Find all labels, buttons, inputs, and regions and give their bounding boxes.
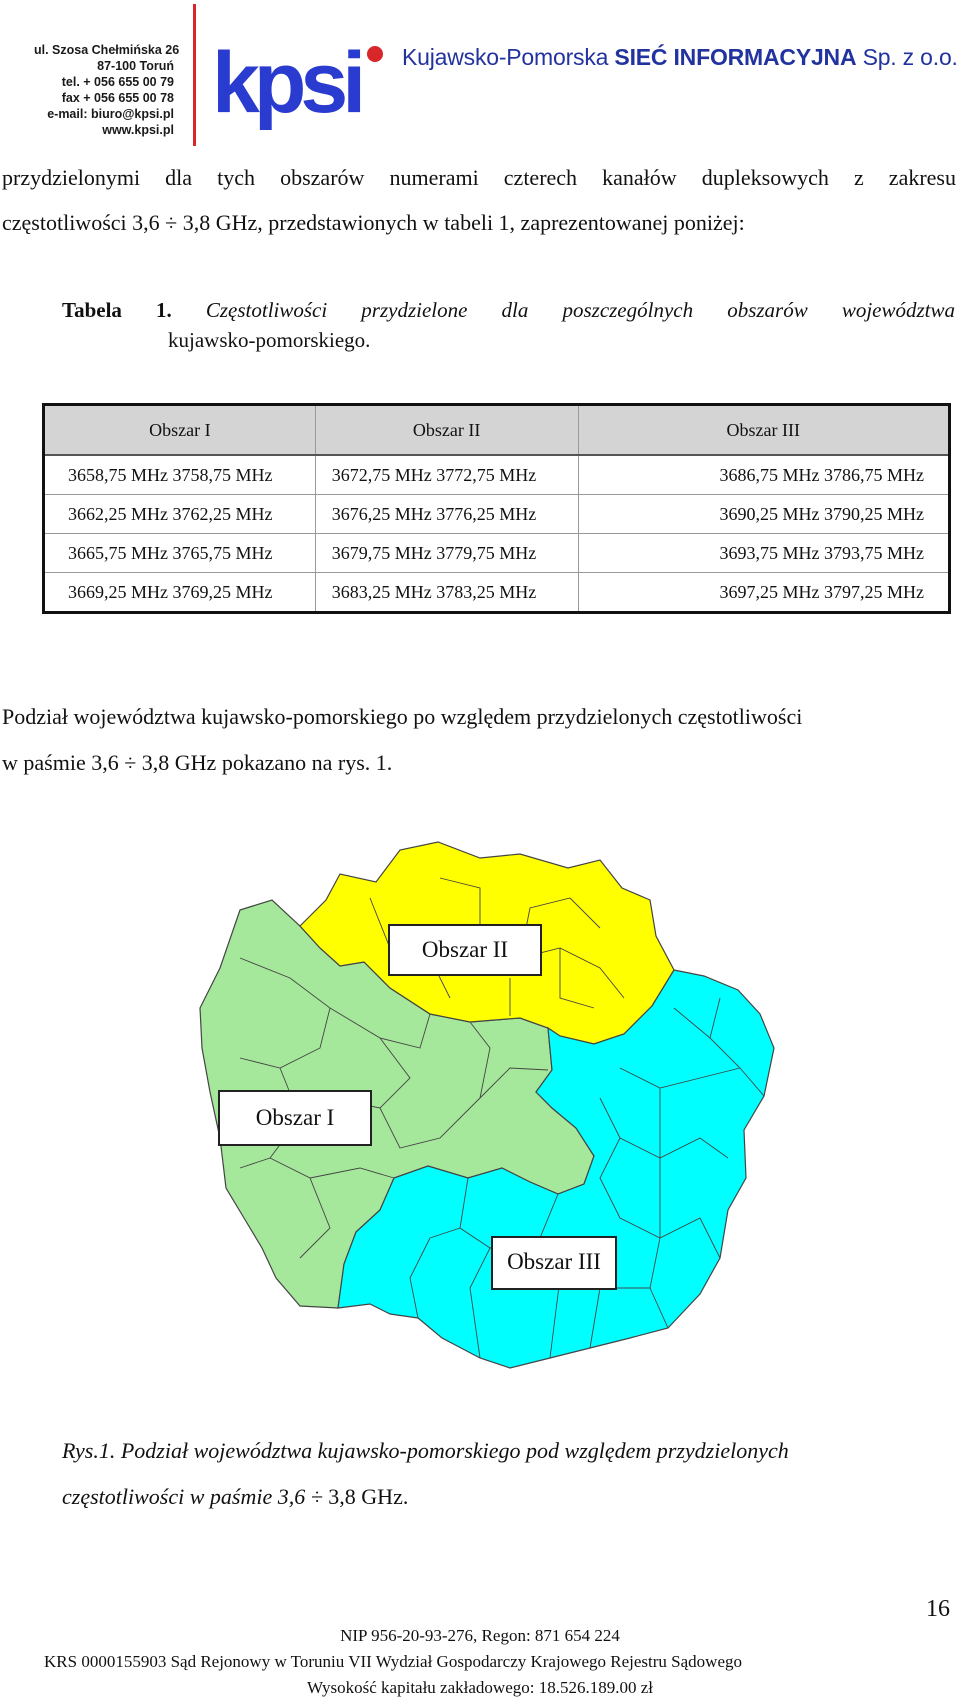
footer-capital: Wysokość kapitału zakładowego: 18.526.18… [307,1678,653,1697]
table-cell: 3679,75 MHz 3779,75 MHz [314,533,579,573]
table-cell: 3697,25 MHz 3797,25 MHz [577,572,951,613]
table-cell: 3669,25 MHz 3769,25 MHz [43,572,316,613]
page-number: 16 [926,1596,950,1622]
figure-caption-line-2-normal: 3,8 GHz. [328,1484,409,1509]
company-name-suffix: Sp. z o.o. [856,44,958,70]
address-email: e-mail: biuro@kpsi.pl [47,107,174,121]
table-caption-line-1: Tabela 1. Częstotliwości przydzielone dl… [62,295,955,325]
table-cell: 3676,25 MHz 3776,25 MHz [314,494,579,534]
map-label-obszar-1: Obszar I [218,1090,372,1146]
address-city: 87-100 Toruń [97,59,174,73]
intro-line-2: częstotliwości 3,6 ÷ 3,8 GHz, przedstawi… [2,210,745,235]
table-row: 3665,75 MHz 3765,75 MHz 3679,75 MHz 3779… [43,533,951,573]
footer-nip-regon: NIP 956-20-93-276, Regon: 871 654 224 [340,1626,620,1645]
table-caption-line-2: kujawsko-pomorskiego. [168,328,371,352]
table-caption-text: Częstotliwości przydzielone dla poszczeg… [205,298,955,322]
kpsi-logo: kpsi [212,40,383,130]
table-cell: 3686,75 MHz 3786,75 MHz [577,454,951,495]
table-caption: Tabela 1. Częstotliwości przydzielone dl… [62,295,955,355]
table-caption-label: Tabela 1. [62,298,172,322]
letterhead-divider [193,4,196,146]
company-name-prefix: Kujawsko-Pomorska [402,44,615,70]
address-fax: fax + 056 655 00 78 [61,91,174,105]
table-row: 3669,25 MHz 3769,25 MHz 3683,25 MHz 3783… [43,572,951,613]
logo-wordmark: kpsi [212,40,360,130]
division-paragraph: Podział województwa kujawsko-pomorskiego… [2,694,956,786]
table-row: 3658,75 MHz 3758,75 MHz 3672,75 MHz 3772… [43,454,951,495]
table-cell: 3665,75 MHz 3765,75 MHz [43,533,316,573]
map-label-obszar-3: Obszar III [491,1236,617,1290]
table-cell: 3693,75 MHz 3793,75 MHz [577,533,951,573]
header-obszar-3: Obszar III [577,404,951,456]
header-obszar-1: Obszar I [43,404,316,456]
table-row: 3662,25 MHz 3762,25 MHz 3676,25 MHz 3776… [43,494,951,534]
company-name: Kujawsko-Pomorska SIEĆ INFORMACYJNA Sp. … [402,44,958,71]
logo-dot [367,46,383,62]
header-obszar-2: Obszar II [314,404,579,456]
address-phone: tel. + 056 655 00 79 [61,75,174,89]
figure-caption-line-2: częstotliwości w paśmie 3,6 ÷ 3,8 GHz. [62,1474,952,1520]
table-cell: 3662,25 MHz 3762,25 MHz [43,494,316,534]
company-name-strong: SIEĆ INFORMACYJNA [614,44,857,70]
table-cell: 3690,25 MHz 3790,25 MHz [577,494,951,534]
figure-caption: Rys.1. Podział województwa kujawsko-pomo… [62,1428,952,1520]
table-header-row: Obszar I Obszar II Obszar III [43,404,951,456]
table-cell: 3683,25 MHz 3783,25 MHz [314,572,579,613]
table-cell: 3658,75 MHz 3758,75 MHz [43,454,316,495]
footer-krs: KRS 0000155903 Sąd Rejonowy w Toruniu VI… [44,1652,742,1671]
table-cell: 3672,75 MHz 3772,75 MHz [314,454,579,495]
division-line-2: w paśmie 3,6 ÷ 3,8 GHz pokazano na rys. … [2,750,393,775]
division-line-1: Podział województwa kujawsko-pomorskiego… [2,704,803,729]
address-street: ul. Szosa Chełmińska 26 [34,43,180,57]
company-address: ul. Szosa Chełmińska 26 87-100 Toruń tel… [34,42,180,138]
intro-paragraph: przydzielonymi dla tych obszarów numeram… [2,155,956,245]
map-label-obszar-2: Obszar II [388,924,542,976]
frequency-table: Obszar I Obszar II Obszar III 3658,75 MH… [42,403,951,614]
figure-caption-line-2-italic: częstotliwości w paśmie 3,6 ÷ [62,1484,329,1509]
map-region-obszar-3 [337,969,775,1369]
intro-line-1: przydzielonymi dla tych obszarów numeram… [2,165,956,190]
address-website: www.kpsi.pl [102,123,174,137]
figure-caption-line-1: Rys.1. Podział województwa kujawsko-pomo… [62,1438,789,1463]
page-footer: NIP 956-20-93-276, Regon: 871 654 224 KR… [0,1623,960,1701]
